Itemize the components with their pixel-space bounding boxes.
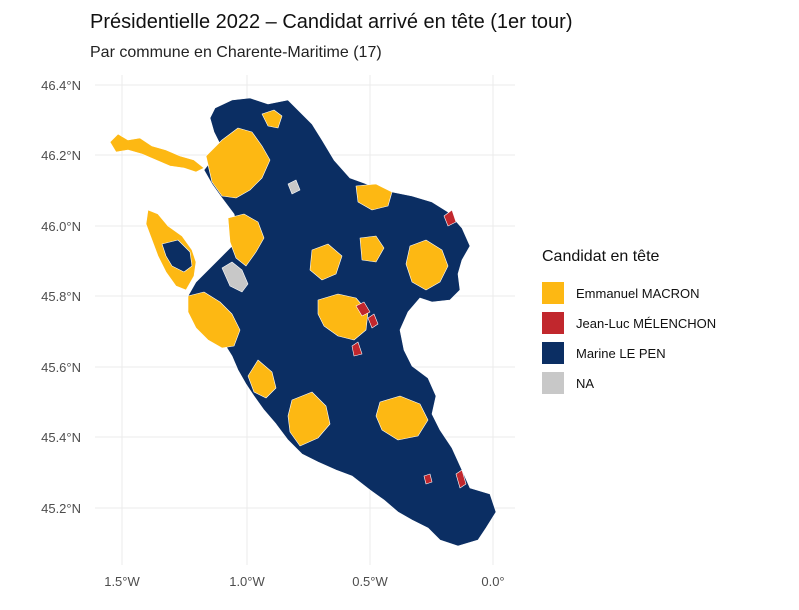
x-tick-label: 0.5°W [352, 574, 388, 589]
y-tick-label: 46.2°N [41, 148, 81, 163]
x-tick-label: 0.0° [481, 574, 504, 589]
east-zone [405, 239, 449, 291]
y-tick-label: 46.0°N [41, 219, 81, 234]
x-tick-label: 1.0°W [229, 574, 265, 589]
coast-zone [227, 213, 265, 267]
department-map [109, 97, 497, 547]
legend-label: Emmanuel MACRON [576, 285, 700, 301]
legend-title: Candidat en tête [542, 248, 660, 265]
saintes-zone [317, 293, 369, 341]
south-east-zone [375, 395, 429, 441]
la-rochelle-zone [205, 127, 271, 199]
royan-zone [287, 391, 331, 447]
map-title: Présidentielle 2022 – Candidat arrivé en… [90, 11, 573, 33]
legend-item-lepen: Marine LE PEN [542, 338, 716, 368]
legend-swatch [542, 372, 564, 394]
melenchon-commune [367, 313, 379, 329]
legend-item-macron: Emmanuel MACRON [542, 278, 716, 308]
rochefort-zone [187, 291, 241, 349]
y-tick-label: 45.4°N [41, 430, 81, 445]
melenchon-commune [351, 341, 363, 357]
melenchon-commune [455, 469, 467, 489]
y-tick-label: 45.2°N [41, 501, 81, 516]
melenchon-commune [443, 209, 457, 227]
y-tick-label: 46.4°N [41, 78, 81, 93]
legend-swatch [542, 312, 564, 334]
central-zone [309, 243, 343, 281]
legend-label: Jean-Luc MÉLENCHON [576, 315, 717, 331]
map-subtitle: Par commune en Charente-Maritime (17) [90, 44, 382, 61]
legend-label: NA [576, 375, 595, 391]
marsh-na [221, 261, 249, 293]
legend: Candidat en tête Emmanuel MACRON Jean-Lu… [542, 248, 716, 398]
small-na [287, 179, 301, 195]
royan-coast-zone [247, 359, 277, 399]
melenchon-commune [355, 301, 371, 317]
legend-item-melenchon: Jean-Luc MÉLENCHON [542, 308, 716, 338]
legend-item-na: NA [542, 368, 716, 398]
y-tick-label: 45.8°N [41, 289, 81, 304]
y-tick-label: 45.6°N [41, 360, 81, 375]
melenchon-commune [423, 473, 433, 485]
legend-swatch [542, 342, 564, 364]
mid-north-zone [359, 235, 385, 263]
x-tick-label: 1.5°W [104, 574, 140, 589]
north-zone [355, 183, 393, 211]
north-east-zone [261, 109, 283, 129]
legend-label: Marine LE PEN [576, 345, 666, 361]
legend-swatch [542, 282, 564, 304]
ile-de-re [109, 133, 205, 173]
oleron-north-lepen [161, 239, 193, 273]
